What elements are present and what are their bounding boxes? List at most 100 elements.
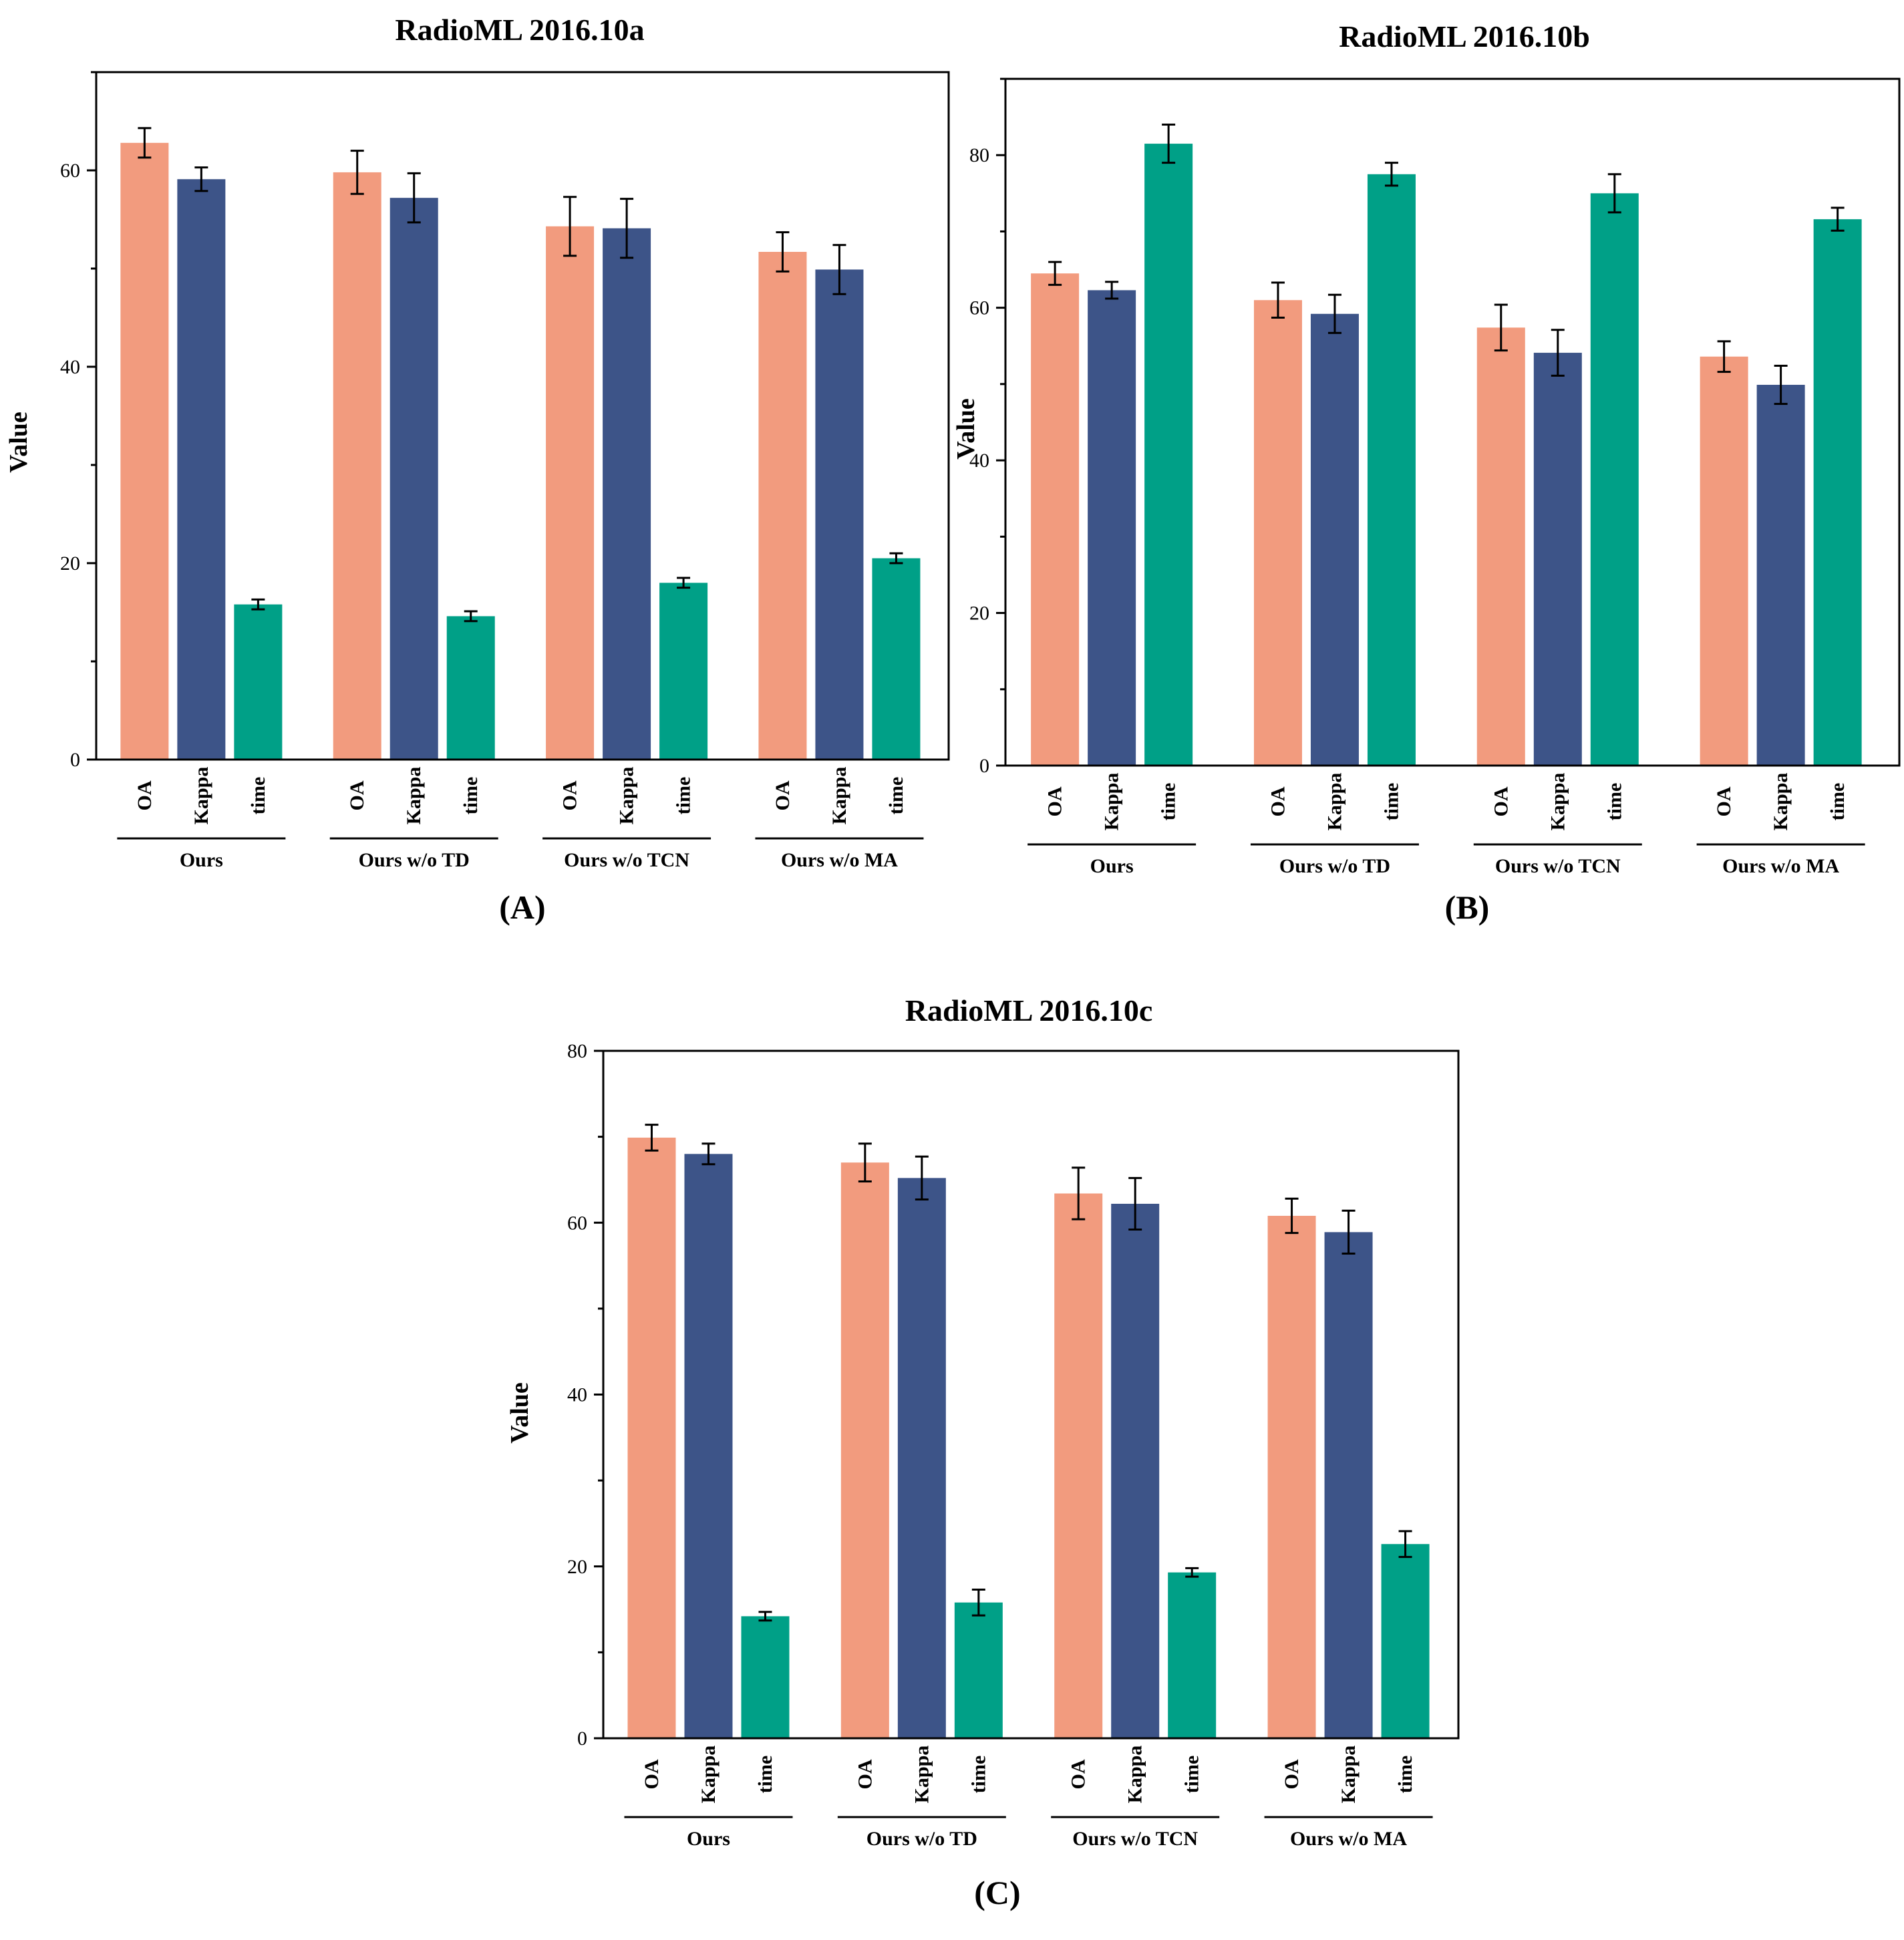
group-label: Ours — [1090, 855, 1134, 877]
bar-oa-3 — [1267, 1215, 1316, 1738]
bar-kappa-1 — [1310, 313, 1359, 766]
error-bar — [251, 598, 265, 611]
category-label: Kappa — [1337, 1746, 1360, 1804]
error-bar — [1048, 261, 1062, 286]
bar-time-1 — [446, 616, 495, 760]
error-bar — [1185, 1567, 1199, 1578]
group-label: Ours w/o MA — [1722, 855, 1839, 877]
error-bar — [915, 1155, 929, 1201]
category-label: time — [1181, 1756, 1203, 1794]
category-label: time — [460, 777, 482, 815]
category-label: Kappa — [403, 767, 425, 825]
error-bar — [407, 172, 421, 224]
group-label: Ours w/o MA — [1290, 1828, 1407, 1850]
bar-oa-3 — [758, 252, 807, 760]
error-bar — [620, 198, 634, 259]
category-label: Kappa — [697, 1746, 720, 1804]
category-label: time — [1380, 783, 1402, 821]
bar-time-0 — [741, 1616, 790, 1738]
error-bar — [1551, 329, 1565, 377]
bar-oa-2 — [1476, 327, 1525, 766]
category-label: OA — [1713, 786, 1735, 816]
group-label: Ours w/o TCN — [1072, 1828, 1198, 1850]
y-tick-label: 0 — [577, 1728, 587, 1750]
plot-frame — [1004, 77, 1901, 767]
error-bar — [701, 1142, 716, 1166]
chart-title: RadioML 2016.10a — [395, 13, 644, 47]
category-label: time — [247, 777, 269, 815]
bar-time-3 — [1813, 219, 1862, 766]
error-bar — [1384, 162, 1398, 187]
bar-kappa-2 — [603, 228, 651, 760]
error-bar — [1341, 1209, 1356, 1255]
error-bar — [645, 1124, 659, 1152]
error-bar — [758, 1611, 772, 1622]
category-label: OA — [134, 780, 156, 810]
bar-time-0 — [1144, 144, 1193, 766]
error-bar — [1717, 340, 1731, 373]
bar-kappa-1 — [389, 198, 438, 760]
category-label: OA — [1267, 786, 1289, 816]
category-label: Kappa — [1101, 773, 1123, 831]
y-tick-label: 80 — [969, 144, 989, 166]
bar-oa-0 — [627, 1137, 676, 1738]
bar-oa-1 — [1253, 300, 1302, 766]
error-bar — [1494, 303, 1508, 352]
y-tick-label: 60 — [567, 1212, 587, 1234]
chart-panel-0: RadioML 2016.10a (A) Value OA Kappa time Ours O… — [5, 13, 950, 926]
bar-time-3 — [1381, 1544, 1430, 1738]
category-label: Kappa — [190, 767, 212, 825]
category-label: Kappa — [1770, 773, 1792, 831]
panel-label: (A) — [499, 888, 545, 926]
y-tick-label: 40 — [969, 450, 989, 472]
bar-kappa-3 — [1324, 1232, 1373, 1738]
y-tick-label: 20 — [567, 1556, 587, 1578]
category-label: OA — [641, 1759, 663, 1789]
category-label: Kappa — [911, 1746, 933, 1804]
y-tick-label: 0 — [70, 749, 80, 771]
group-label: Ours w/o TD — [866, 1828, 977, 1850]
y-tick-label: 20 — [969, 603, 989, 625]
bar-kappa-2 — [1111, 1203, 1160, 1738]
error-bar — [1831, 206, 1845, 232]
bar-oa-2 — [546, 226, 595, 760]
category-label: time — [885, 777, 907, 815]
error-bar — [1271, 281, 1285, 319]
error-bar — [194, 166, 208, 192]
bar-time-2 — [1168, 1572, 1217, 1738]
y-axis-label: Value — [5, 412, 33, 473]
error-bar — [1398, 1530, 1412, 1559]
bar-kappa-0 — [177, 179, 226, 760]
bar-time-2 — [659, 583, 708, 760]
category-label: time — [1827, 783, 1849, 821]
category-label: time — [754, 1756, 776, 1794]
chart-title: RadioML 2016.10c — [905, 993, 1153, 1027]
error-bar — [832, 244, 846, 295]
bar-time-1 — [1367, 174, 1416, 766]
bar-time-0 — [234, 604, 283, 760]
error-bar — [776, 231, 790, 273]
category-label: time — [967, 1756, 989, 1794]
group-label: Ours — [180, 849, 223, 871]
bar-oa-0 — [120, 142, 169, 760]
category-label: OA — [854, 1759, 876, 1789]
panel-label: (C) — [974, 1874, 1020, 1911]
category-label: time — [1394, 1756, 1416, 1794]
category-label: OA — [1044, 786, 1066, 816]
chart-title: RadioML 2016.10b — [1339, 19, 1590, 53]
chart-panel-2: RadioML 2016.10c (C) Value OA Kappa time Ours O… — [506, 993, 1460, 1911]
category-label: OA — [1068, 1759, 1090, 1789]
error-bar — [1072, 1166, 1086, 1221]
panel-label: (B) — [1445, 888, 1490, 926]
bar-kappa-0 — [684, 1154, 733, 1738]
error-bar — [858, 1142, 872, 1183]
group-label: Ours — [687, 1828, 730, 1850]
bar-time-1 — [954, 1602, 1003, 1738]
error-bar — [1327, 293, 1341, 334]
bar-kappa-2 — [1533, 353, 1582, 766]
group-label: Ours w/o MA — [781, 849, 898, 871]
bar-time-3 — [872, 558, 921, 760]
category-label: time — [673, 777, 695, 815]
bar-kappa-3 — [815, 269, 864, 760]
plot-frame — [95, 71, 950, 761]
